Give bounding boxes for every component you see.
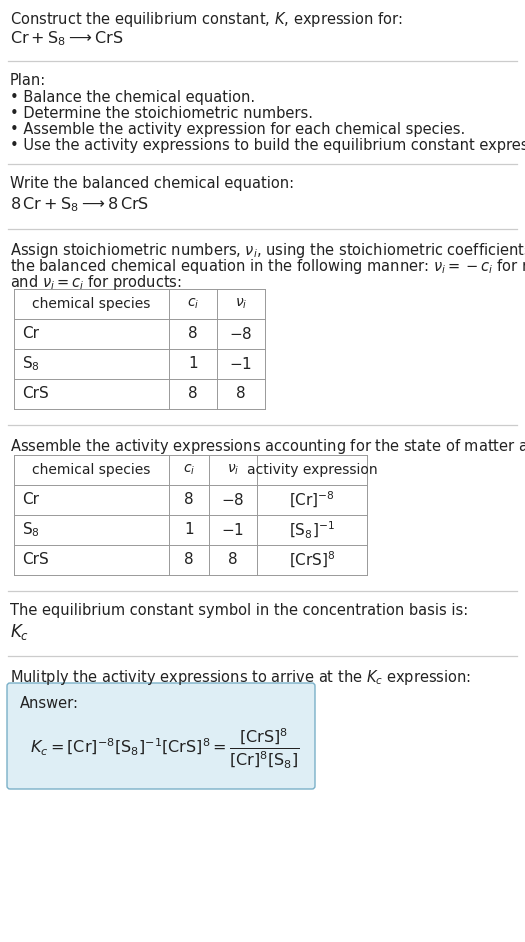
Text: chemical species: chemical species (33, 297, 151, 311)
Text: 8: 8 (188, 327, 198, 342)
Text: $\nu_i$: $\nu_i$ (227, 463, 239, 478)
Bar (14, 289, 265, 409)
Text: $K_c$: $K_c$ (10, 622, 29, 642)
Text: CrS: CrS (22, 553, 49, 567)
Text: $K_c = [\mathrm{Cr}]^{-8} [\mathrm{S_8}]^{-1} [\mathrm{CrS}]^{8} = \dfrac{[\math: $K_c = [\mathrm{Cr}]^{-8} [\mathrm{S_8}]… (30, 726, 300, 770)
Text: $\nu_i$: $\nu_i$ (235, 297, 247, 311)
Text: $-8$: $-8$ (222, 492, 245, 508)
Text: Assign stoichiometric numbers, $\nu_i$, using the stoichiometric coefficients, $: Assign stoichiometric numbers, $\nu_i$, … (10, 241, 525, 260)
Text: Cr: Cr (22, 493, 39, 508)
Text: 8: 8 (184, 553, 194, 567)
Text: and $\nu_i = c_i$ for products:: and $\nu_i = c_i$ for products: (10, 273, 182, 292)
Text: $\mathrm{Cr} + \mathrm{S_8} \longrightarrow \mathrm{CrS}$: $\mathrm{Cr} + \mathrm{S_8} \longrightar… (10, 29, 123, 48)
Text: • Assemble the activity expression for each chemical species.: • Assemble the activity expression for e… (10, 122, 465, 137)
Text: 8: 8 (184, 493, 194, 508)
Bar (14, 455, 367, 575)
Text: Mulitply the activity expressions to arrive at the $K_c$ expression:: Mulitply the activity expressions to arr… (10, 668, 471, 687)
Text: $[\mathrm{CrS}]^{8}$: $[\mathrm{CrS}]^{8}$ (289, 550, 335, 570)
Text: Write the balanced chemical equation:: Write the balanced chemical equation: (10, 176, 294, 191)
Text: • Use the activity expressions to build the equilibrium constant expression.: • Use the activity expressions to build … (10, 138, 525, 153)
Text: 8: 8 (236, 386, 246, 401)
Text: $\mathrm{S_8}$: $\mathrm{S_8}$ (22, 354, 40, 373)
Text: CrS: CrS (22, 386, 49, 401)
Text: the balanced chemical equation in the following manner: $\nu_i = -c_i$ for react: the balanced chemical equation in the fo… (10, 257, 525, 276)
Text: • Balance the chemical equation.: • Balance the chemical equation. (10, 90, 255, 105)
Text: $-8$: $-8$ (229, 326, 253, 342)
Text: 1: 1 (188, 356, 198, 371)
Text: $8\,\mathrm{Cr} + \mathrm{S_8} \longrightarrow 8\,\mathrm{CrS}$: $8\,\mathrm{Cr} + \mathrm{S_8} \longrigh… (10, 195, 149, 214)
Text: 8: 8 (228, 553, 238, 567)
Text: $\mathrm{S_8}$: $\mathrm{S_8}$ (22, 521, 40, 540)
Text: $[\mathrm{S_8}]^{-1}$: $[\mathrm{S_8}]^{-1}$ (289, 519, 335, 541)
Text: $c_i$: $c_i$ (183, 463, 195, 478)
Text: Answer:: Answer: (20, 696, 79, 711)
Text: $c_i$: $c_i$ (187, 297, 199, 311)
Text: $[\mathrm{Cr}]^{-8}$: $[\mathrm{Cr}]^{-8}$ (289, 490, 335, 510)
Text: Plan:: Plan: (10, 73, 46, 88)
Text: chemical species: chemical species (33, 463, 151, 477)
Text: The equilibrium constant symbol in the concentration basis is:: The equilibrium constant symbol in the c… (10, 603, 468, 618)
Text: $-1$: $-1$ (229, 356, 253, 372)
Text: 8: 8 (188, 386, 198, 401)
Text: Assemble the activity expressions accounting for the state of matter and $\nu_i$: Assemble the activity expressions accoun… (10, 437, 525, 456)
Text: Cr: Cr (22, 327, 39, 342)
Text: Construct the equilibrium constant, $K$, expression for:: Construct the equilibrium constant, $K$,… (10, 10, 403, 29)
FancyBboxPatch shape (7, 683, 315, 789)
Text: • Determine the stoichiometric numbers.: • Determine the stoichiometric numbers. (10, 106, 313, 121)
Text: activity expression: activity expression (247, 463, 377, 477)
Text: 1: 1 (184, 523, 194, 538)
Text: $-1$: $-1$ (222, 522, 245, 538)
